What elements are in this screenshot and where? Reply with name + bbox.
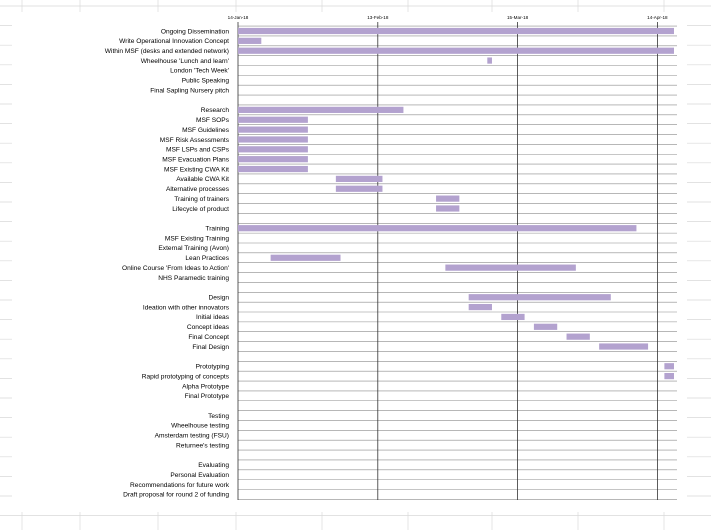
task-bar	[238, 136, 308, 143]
task-label: MSF SOPs	[196, 117, 230, 124]
task-bar	[487, 57, 492, 64]
task-bar	[445, 264, 576, 271]
task-label: Wheelhouse testing	[171, 423, 229, 430]
task-bar	[238, 27, 674, 35]
task-label: Initial ideas	[196, 314, 230, 321]
task-label: MSF Existing Training	[165, 235, 229, 242]
task-label: Final Concept	[188, 334, 229, 341]
task-bar	[238, 47, 674, 54]
task-bar	[664, 363, 674, 370]
task-label: Amsterdam testing (FSU)	[155, 433, 229, 440]
task-bar	[335, 185, 383, 192]
date-tick-label: 14-Jan-18	[228, 15, 249, 20]
task-bar	[238, 106, 404, 113]
task-label: Personal Evaluation	[170, 472, 229, 479]
task-bar	[238, 225, 637, 232]
task-bar	[533, 323, 558, 330]
task-label: MSF Existing CWA Kit	[164, 166, 229, 173]
task-label: Available CWA Kit	[176, 176, 229, 183]
task-label: Prototyping	[196, 364, 230, 371]
task-label: MSF Guidelines	[182, 127, 230, 134]
task-label: Evaluating	[198, 462, 229, 469]
task-bar	[238, 146, 308, 153]
task-label: Write Operational Innovation Concept	[119, 38, 229, 45]
task-label: Alpha Prototype	[182, 383, 229, 390]
task-label: Online Course 'From Ideas to Action'	[122, 265, 229, 272]
task-label: Alternative processes	[166, 186, 230, 193]
task-bar	[335, 175, 383, 182]
task-label: Ideation with other innovators	[143, 304, 230, 311]
task-bar	[566, 333, 590, 340]
task-label: Training	[205, 226, 229, 233]
task-label: Design	[208, 295, 229, 302]
task-label: Rapid prototyping of concepts	[142, 373, 230, 380]
task-bar	[238, 116, 308, 123]
task-label: External Training (Avon)	[158, 245, 229, 252]
task-bar	[501, 313, 525, 321]
date-tick-label: 14-Apr-18	[647, 15, 668, 20]
task-label: London 'Tech Week'	[170, 68, 229, 75]
task-bar	[238, 156, 308, 163]
task-label: Within MSF (desks and extended network)	[105, 48, 229, 55]
task-label: Research	[201, 107, 230, 114]
task-label: Training of trainers	[174, 196, 229, 203]
task-label: NHS Paramedic training	[158, 275, 229, 282]
task-label: Public Speaking	[182, 78, 230, 85]
task-label: Draft proposal for round 2 of funding	[123, 492, 229, 499]
date-tick-label: 15-Mar-18	[507, 15, 529, 20]
task-bar	[468, 303, 492, 311]
date-tick-label: 13-Feb-18	[367, 15, 389, 20]
task-bar	[238, 165, 308, 173]
task-label: MSF Risk Assessments	[160, 137, 230, 144]
task-bar	[664, 373, 674, 380]
task-bar	[238, 126, 308, 133]
task-label: Final Prototype	[185, 393, 230, 400]
task-label: Final Sapling Nursery pitch	[150, 87, 229, 94]
task-label: Returnee's testing	[176, 442, 229, 449]
task-label: MSF Evacuation Plans	[162, 156, 229, 163]
task-bar	[238, 37, 262, 44]
task-label: MSF LSPs and CSPs	[166, 147, 230, 154]
task-bar	[468, 294, 611, 301]
task-label: Recommendations for future work	[130, 482, 230, 489]
task-label: Final Design	[192, 344, 229, 351]
task-label: Testing	[208, 413, 229, 420]
task-bar	[270, 254, 341, 261]
task-label: Concept ideas	[187, 324, 230, 331]
task-label: Lean Practices	[185, 255, 229, 262]
chart-area	[12, 12, 687, 512]
task-bar	[599, 343, 649, 350]
task-bar	[436, 195, 460, 202]
task-label: Lifecycle of product	[172, 206, 229, 213]
task-bar	[436, 205, 460, 212]
task-label: Wheelhouse 'Lunch and learn'	[141, 58, 229, 65]
task-label: Ongoing Dissemination	[161, 28, 230, 35]
